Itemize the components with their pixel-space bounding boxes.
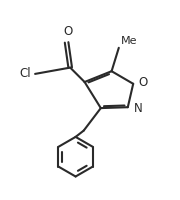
Text: Cl: Cl: [19, 67, 31, 80]
Text: Me: Me: [121, 36, 137, 46]
Text: O: O: [63, 25, 72, 38]
Text: O: O: [139, 76, 148, 89]
Text: N: N: [134, 102, 142, 115]
